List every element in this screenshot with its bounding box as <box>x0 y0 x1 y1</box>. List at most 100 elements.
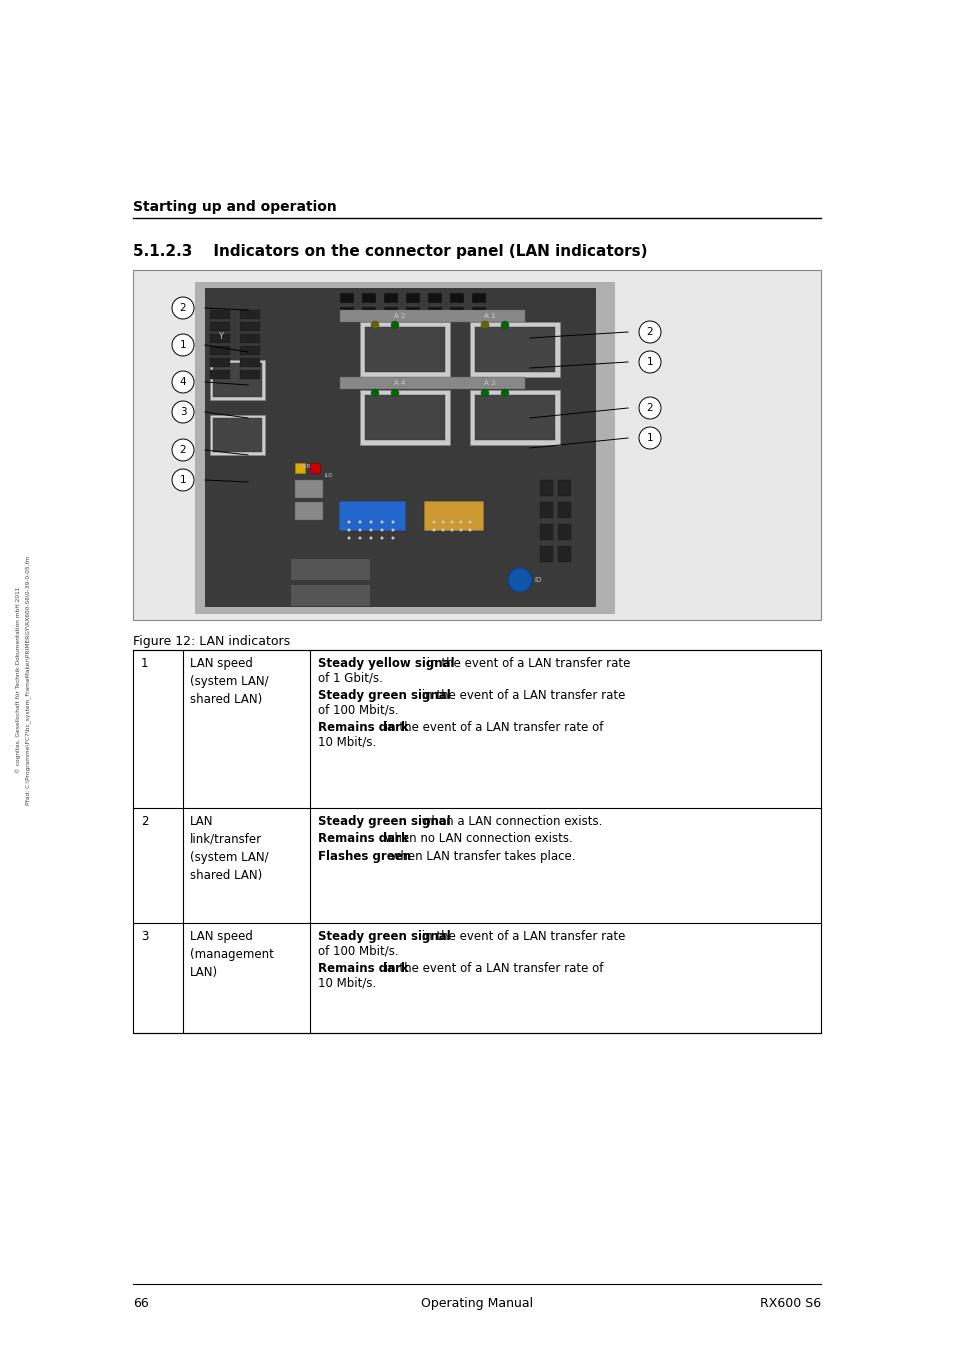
Bar <box>132 270 821 620</box>
Circle shape <box>369 520 372 523</box>
Bar <box>470 322 559 377</box>
Text: Steady green signal: Steady green signal <box>317 929 450 943</box>
Circle shape <box>441 520 444 523</box>
Circle shape <box>172 372 193 393</box>
Text: of 1 Gbit/s.: of 1 Gbit/s. <box>317 671 382 685</box>
Text: in the event of a LAN transfer rate of: in the event of a LAN transfer rate of <box>381 721 603 734</box>
Text: iLO: iLO <box>325 473 334 478</box>
FancyBboxPatch shape <box>338 501 406 531</box>
Bar <box>310 463 319 473</box>
Text: 5.1.2.3    Indicators on the connector panel (LAN indicators): 5.1.2.3 Indicators on the connector pane… <box>132 245 647 259</box>
Text: of 100 Mbit/s.: of 100 Mbit/s. <box>317 704 398 716</box>
Bar <box>450 307 463 317</box>
Text: Flashes green: Flashes green <box>317 850 411 863</box>
Circle shape <box>358 536 361 539</box>
Circle shape <box>391 322 398 330</box>
Circle shape <box>500 389 509 397</box>
Bar <box>240 346 260 355</box>
Text: Pfad: C:\Programme\FC7\bc_system_FrameMaker\PRIMERGY\RX600-S6\0-39-0-05.fm: Pfad: C:\Programme\FC7\bc_system_FrameMa… <box>25 555 30 805</box>
Circle shape <box>391 389 398 397</box>
Bar <box>240 358 260 367</box>
Bar <box>539 524 553 540</box>
Text: in the event of a LAN transfer rate: in the event of a LAN transfer rate <box>423 657 630 670</box>
Text: Steady green signal: Steady green signal <box>317 689 450 703</box>
Text: of 100 Mbit/s.: of 100 Mbit/s. <box>317 944 398 958</box>
Bar <box>365 327 444 372</box>
Circle shape <box>380 536 383 539</box>
Text: in the event of a LAN transfer rate: in the event of a LAN transfer rate <box>417 929 625 943</box>
Circle shape <box>500 322 509 330</box>
Bar <box>290 584 370 607</box>
Text: 3: 3 <box>141 929 149 943</box>
Circle shape <box>450 528 453 531</box>
Bar <box>290 558 370 580</box>
Circle shape <box>172 297 193 319</box>
Text: USB: USB <box>299 463 311 469</box>
Circle shape <box>468 528 471 531</box>
Text: Figure 12: LAN indicators: Figure 12: LAN indicators <box>132 635 290 648</box>
Bar <box>558 546 571 562</box>
Circle shape <box>639 351 660 373</box>
Bar <box>539 546 553 562</box>
Text: Steady yellow signal: Steady yellow signal <box>317 657 455 670</box>
Text: Remains dark: Remains dark <box>317 832 408 846</box>
Bar <box>210 415 265 455</box>
Text: A 3: A 3 <box>484 380 496 386</box>
Circle shape <box>639 322 660 343</box>
Circle shape <box>507 567 532 592</box>
Bar <box>384 307 397 317</box>
Bar <box>558 524 571 540</box>
Bar <box>339 307 354 317</box>
Circle shape <box>369 528 372 531</box>
Text: Remains dark: Remains dark <box>317 721 408 734</box>
Text: Steady green signal: Steady green signal <box>317 815 450 828</box>
Bar <box>210 322 230 331</box>
Bar <box>132 650 821 1034</box>
Text: when a LAN connection exists.: when a LAN connection exists. <box>417 815 602 828</box>
Circle shape <box>391 520 395 523</box>
Bar <box>359 322 450 377</box>
Text: 66: 66 <box>132 1297 149 1310</box>
Circle shape <box>380 520 383 523</box>
Text: ID: ID <box>534 577 540 584</box>
Circle shape <box>371 322 378 330</box>
Bar <box>475 394 555 440</box>
Text: in the event of a LAN transfer rate: in the event of a LAN transfer rate <box>417 689 625 703</box>
Bar <box>539 503 553 517</box>
Circle shape <box>347 536 350 539</box>
Bar <box>210 358 230 367</box>
Text: 10 Mbit/s.: 10 Mbit/s. <box>317 735 375 748</box>
Text: 2: 2 <box>141 815 149 828</box>
Text: when no LAN connection exists.: when no LAN connection exists. <box>381 832 573 846</box>
Text: 2: 2 <box>646 403 653 413</box>
Bar <box>339 309 524 322</box>
Text: RX600 S6: RX600 S6 <box>760 1297 821 1310</box>
Bar <box>472 307 485 317</box>
Bar <box>339 377 524 389</box>
Text: LAN
link/transfer
(system LAN/
shared LAN): LAN link/transfer (system LAN/ shared LA… <box>190 815 269 882</box>
Circle shape <box>459 528 462 531</box>
Circle shape <box>459 520 462 523</box>
Circle shape <box>172 401 193 423</box>
Circle shape <box>441 528 444 531</box>
Text: 1: 1 <box>141 657 149 670</box>
Circle shape <box>371 389 378 397</box>
Circle shape <box>639 397 660 419</box>
Text: 1: 1 <box>179 476 186 485</box>
Bar <box>406 307 419 317</box>
Text: 1: 1 <box>646 434 653 443</box>
Bar <box>428 293 441 303</box>
Circle shape <box>432 520 435 523</box>
Text: Remains dark: Remains dark <box>317 962 408 975</box>
Circle shape <box>172 439 193 461</box>
Bar <box>240 322 260 331</box>
Bar <box>365 394 444 440</box>
Circle shape <box>480 389 489 397</box>
Bar <box>470 390 559 444</box>
Circle shape <box>480 322 489 330</box>
Text: 4: 4 <box>179 377 186 386</box>
Circle shape <box>391 536 395 539</box>
Text: 2: 2 <box>179 444 186 455</box>
Bar <box>428 307 441 317</box>
Text: A 1: A 1 <box>484 313 496 319</box>
